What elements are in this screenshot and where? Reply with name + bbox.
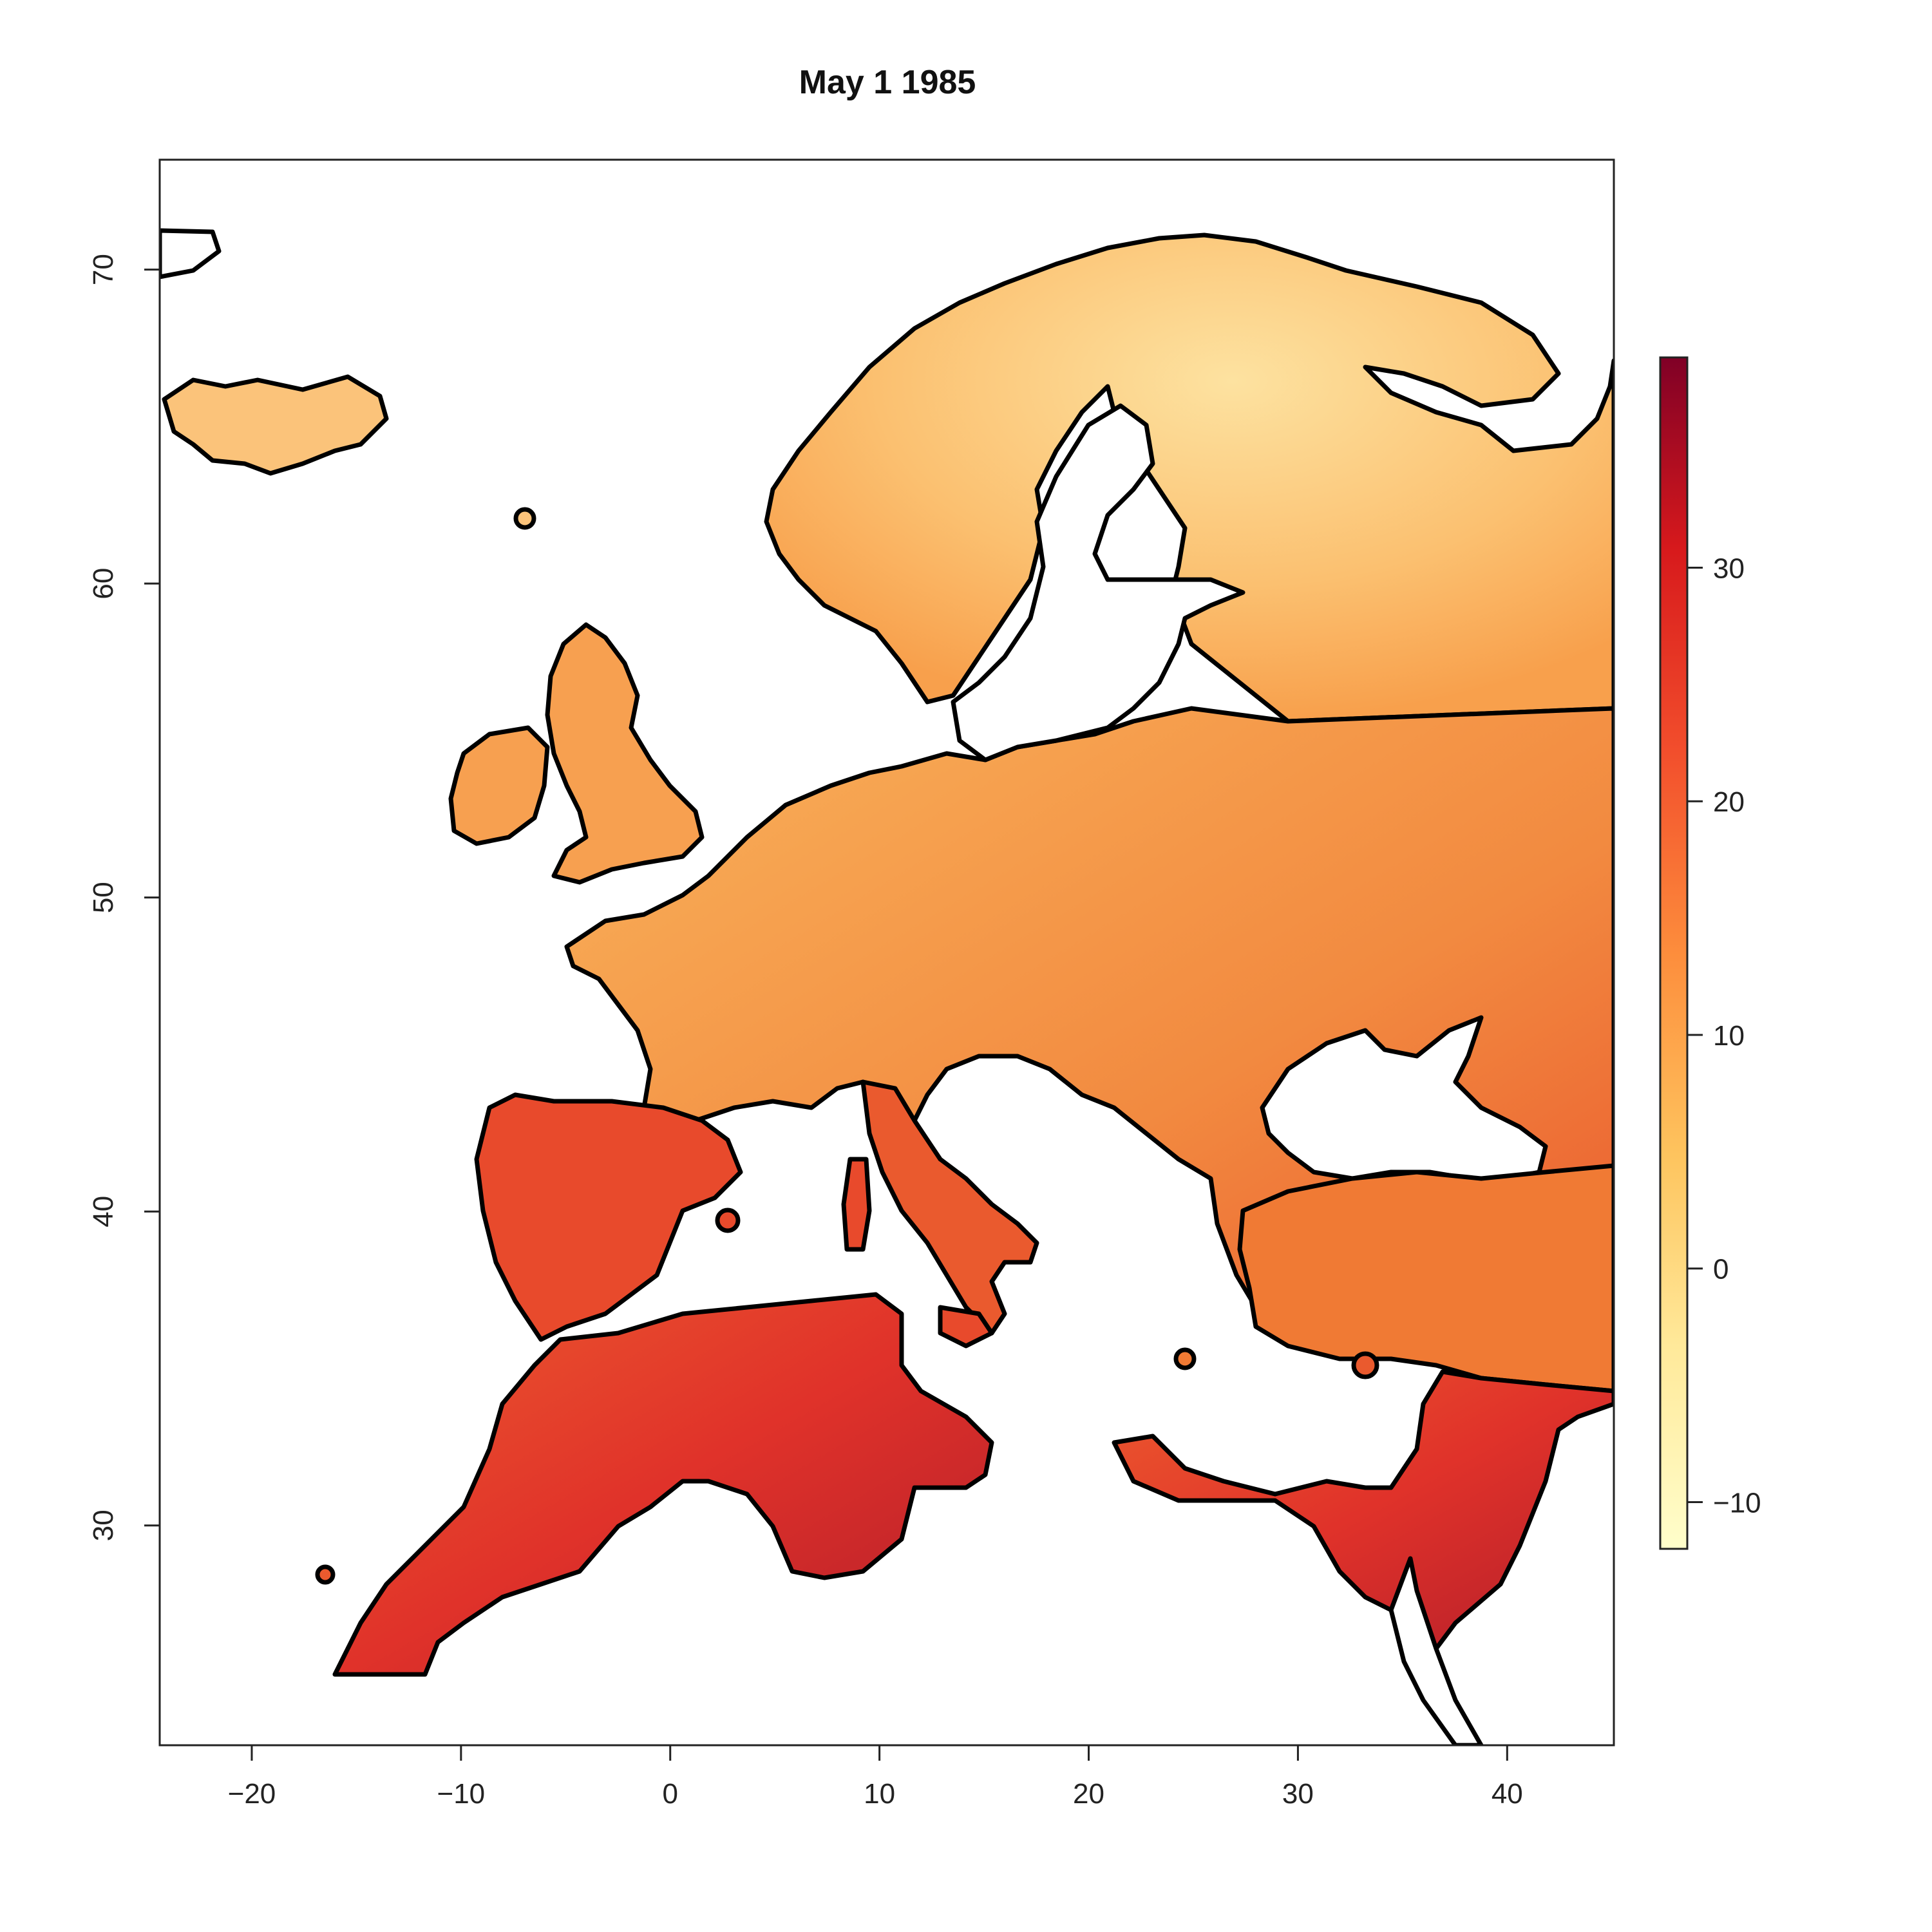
map-land	[160, 228, 1614, 1745]
colorbar-tick-label: 20	[1713, 786, 1745, 818]
colorbar-tick-label: −10	[1713, 1487, 1761, 1519]
land-anatolia	[1237, 1163, 1614, 1394]
land-crete	[1173, 1347, 1197, 1370]
water-baltic-sea	[951, 403, 1245, 762]
colorbar-legend: −10 0 10 20 30	[1659, 356, 1761, 1550]
chart-title: May 1 1985	[799, 64, 976, 101]
colorbar-tick-label: 30	[1713, 553, 1745, 584]
y-tick-label: 70	[88, 254, 119, 285]
y-tick-label: 50	[88, 882, 119, 913]
x-tick-label: −20	[228, 1778, 276, 1810]
land-ireland	[448, 725, 550, 846]
y-tick-label: 30	[88, 1510, 119, 1541]
land-sicily	[938, 1305, 994, 1349]
land-scandinavia	[764, 232, 1614, 724]
land-iberia	[474, 1092, 743, 1342]
land-balearic	[715, 1208, 741, 1233]
y-tick-label: 60	[88, 568, 119, 600]
colorbar-ticks: −10 0 10 20 30	[1687, 553, 1761, 1519]
land-libya-egypt	[1112, 1369, 1614, 1651]
x-tick-label: 40	[1492, 1778, 1523, 1810]
land-north-africa	[332, 1292, 994, 1677]
land-iceland	[162, 374, 389, 476]
land-faroe	[513, 507, 536, 530]
land-greenland-edge	[160, 228, 222, 279]
x-tick-label: 20	[1073, 1778, 1104, 1810]
colorbar-tick-label: 0	[1713, 1254, 1728, 1285]
land-canary	[315, 1564, 336, 1585]
land-sardinia	[841, 1157, 872, 1252]
x-axis: −20 −10 0 10 20 30 40	[228, 1745, 1523, 1810]
x-tick-label: 10	[864, 1778, 895, 1810]
plot-frame	[158, 158, 1615, 1747]
land-cyprus	[1351, 1351, 1379, 1379]
x-tick-label: 0	[662, 1778, 677, 1810]
colorbar-tick-label: 10	[1713, 1020, 1745, 1052]
land-great-britain	[545, 622, 705, 885]
land-italy	[860, 1079, 1039, 1336]
x-tick-label: 30	[1282, 1778, 1314, 1810]
water-red-sea	[1388, 1556, 1484, 1745]
colorbar-gradient	[1659, 356, 1689, 1550]
y-axis: 30 40 50 60 70	[88, 254, 160, 1541]
y-tick-label: 40	[88, 1196, 119, 1227]
water-black-sea	[1260, 1015, 1548, 1181]
x-tick-label: −10	[437, 1778, 486, 1810]
